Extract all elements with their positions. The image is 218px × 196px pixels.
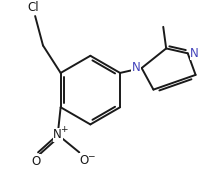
- Text: O: O: [32, 155, 41, 168]
- Text: N: N: [53, 128, 62, 141]
- Text: O: O: [80, 154, 89, 167]
- Text: −: −: [87, 151, 95, 160]
- Text: Cl: Cl: [27, 1, 39, 14]
- Text: +: +: [60, 125, 67, 134]
- Text: N: N: [131, 61, 140, 74]
- Text: N: N: [190, 47, 199, 60]
